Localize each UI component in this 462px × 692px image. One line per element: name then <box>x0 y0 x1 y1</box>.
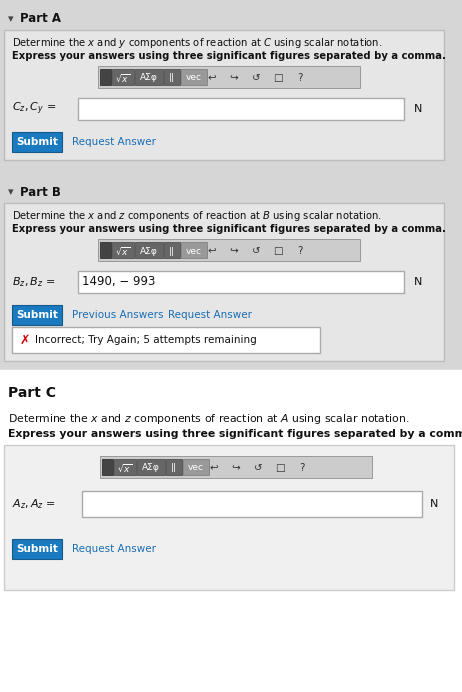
Bar <box>114 459 136 475</box>
Bar <box>4 445 454 590</box>
Bar <box>137 459 165 475</box>
Bar <box>100 456 372 478</box>
Text: Determine the $x$ and $z$ components of reaction at $B$ using scalar notation.: Determine the $x$ and $z$ components of … <box>12 209 382 223</box>
Text: ▾: ▾ <box>8 14 13 24</box>
Text: Determine the $x$ and $y$ components of reaction at $C$ using scalar notation.: Determine the $x$ and $y$ components of … <box>12 36 383 50</box>
Text: $A_z, A_z$ =: $A_z, A_z$ = <box>12 497 56 511</box>
Text: Express your answers using three significant figures separated by a comma.: Express your answers using three signifi… <box>8 429 462 439</box>
Bar <box>100 242 111 258</box>
Text: Express your answers using three significant figures separated by a comma.: Express your answers using three signifi… <box>12 51 446 61</box>
Text: $\sqrt{x}$: $\sqrt{x}$ <box>116 245 131 257</box>
Bar <box>102 459 113 475</box>
Text: ||: || <box>169 73 175 82</box>
Text: Determine the $x$ and $z$ components of reaction at $A$ using scalar notation.: Determine the $x$ and $z$ components of … <box>8 412 410 426</box>
Bar <box>164 242 180 258</box>
Bar <box>135 242 163 258</box>
Text: ↪: ↪ <box>230 73 238 83</box>
Text: ?: ? <box>297 73 303 83</box>
Text: 1490, − 993: 1490, − 993 <box>82 275 155 289</box>
Text: ||: || <box>171 464 177 473</box>
Bar <box>183 459 209 475</box>
Bar <box>181 242 207 258</box>
Text: ↺: ↺ <box>254 463 262 473</box>
Text: ||: || <box>169 246 175 255</box>
Bar <box>100 69 111 85</box>
Bar <box>12 327 320 353</box>
Text: Part C: Part C <box>8 386 56 400</box>
Text: vec: vec <box>186 246 202 255</box>
Text: ?: ? <box>299 463 305 473</box>
Text: Request Answer: Request Answer <box>72 544 156 554</box>
Bar <box>164 69 180 85</box>
Text: Previous Answers: Previous Answers <box>72 310 164 320</box>
Bar <box>0 370 462 692</box>
Bar <box>12 305 62 325</box>
Text: ?: ? <box>297 246 303 256</box>
Text: N: N <box>414 104 422 114</box>
Text: ↩: ↩ <box>207 73 216 83</box>
Bar <box>4 203 444 361</box>
Text: ✗: ✗ <box>20 334 30 347</box>
Bar <box>112 69 134 85</box>
Text: vec: vec <box>188 464 204 473</box>
Bar <box>78 98 404 120</box>
Text: ↩: ↩ <box>210 463 219 473</box>
Text: ↺: ↺ <box>252 246 261 256</box>
Bar <box>12 539 62 559</box>
Text: Submit: Submit <box>16 544 58 554</box>
Bar <box>166 459 182 475</box>
Text: Part B: Part B <box>20 185 61 199</box>
Text: $\sqrt{x}$: $\sqrt{x}$ <box>116 72 131 84</box>
Bar <box>135 69 163 85</box>
Bar <box>112 242 134 258</box>
Bar <box>78 271 404 293</box>
Text: □: □ <box>275 463 285 473</box>
Text: AΣφ: AΣφ <box>140 246 158 255</box>
Bar <box>98 66 360 88</box>
Text: ↺: ↺ <box>252 73 261 83</box>
Text: Part A: Part A <box>20 12 61 26</box>
Bar <box>0 0 462 370</box>
Text: $\sqrt{x}$: $\sqrt{x}$ <box>117 462 133 474</box>
Bar <box>82 491 422 517</box>
Text: $C_z, C_y$ =: $C_z, C_y$ = <box>12 101 56 117</box>
Text: □: □ <box>273 73 283 83</box>
Text: Submit: Submit <box>16 137 58 147</box>
Text: vec: vec <box>186 73 202 82</box>
Bar <box>181 69 207 85</box>
Text: ▾: ▾ <box>8 187 13 197</box>
Text: N: N <box>414 277 422 287</box>
Bar <box>98 239 360 261</box>
Text: N: N <box>430 499 438 509</box>
Text: ↩: ↩ <box>207 246 216 256</box>
Text: □: □ <box>273 246 283 256</box>
Text: $B_z, B_z$ =: $B_z, B_z$ = <box>12 275 55 289</box>
Text: ↪: ↪ <box>230 246 238 256</box>
Text: AΣφ: AΣφ <box>140 73 158 82</box>
Text: Submit: Submit <box>16 310 58 320</box>
Text: Request Answer: Request Answer <box>72 137 156 147</box>
Text: Request Answer: Request Answer <box>168 310 252 320</box>
Text: Express your answers using three significant figures separated by a comma.: Express your answers using three signifi… <box>12 224 446 234</box>
Text: Incorrect; Try Again; 5 attempts remaining: Incorrect; Try Again; 5 attempts remaini… <box>35 335 257 345</box>
Bar <box>12 132 62 152</box>
Text: ↪: ↪ <box>231 463 240 473</box>
Text: AΣφ: AΣφ <box>142 464 160 473</box>
Bar <box>4 30 444 160</box>
